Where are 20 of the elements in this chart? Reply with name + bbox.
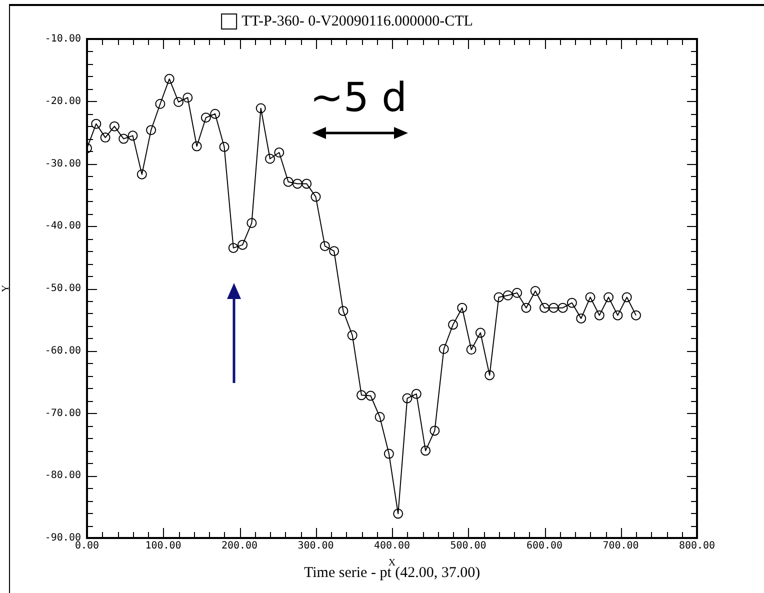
x-tick-label: 600.00 xyxy=(526,540,563,552)
x-tick-label: 100.00 xyxy=(145,540,182,552)
y-tick-label: -50.00 xyxy=(44,283,81,294)
x-tick-label: 0.00 xyxy=(74,540,100,552)
y-axis-title: Y xyxy=(0,284,12,292)
x-tick-label: 800.00 xyxy=(678,540,716,552)
x-tick-label: 300.00 xyxy=(298,540,334,552)
x-tick-label: 700.00 xyxy=(602,540,639,552)
y-tick-label: -40.00 xyxy=(44,220,81,232)
x-tick-label: 200.00 xyxy=(221,540,258,552)
y-tick-label: -60.00 xyxy=(44,345,81,356)
y-tick-label: -70.00 xyxy=(44,408,81,419)
y-tick-label: -30.00 xyxy=(44,158,81,170)
y-tick-label: -80.00 xyxy=(44,470,81,482)
y-tick-label: -10.00 xyxy=(44,34,81,45)
annotation: ~5 d xyxy=(310,75,408,121)
x-tick-label: 500.00 xyxy=(450,540,486,552)
y-tick-label: -20.00 xyxy=(44,96,81,107)
legend-label: TT-P-360- 0-V20090116.000000-CTL xyxy=(242,13,473,30)
x-tick-label: 400.00 xyxy=(374,540,410,552)
